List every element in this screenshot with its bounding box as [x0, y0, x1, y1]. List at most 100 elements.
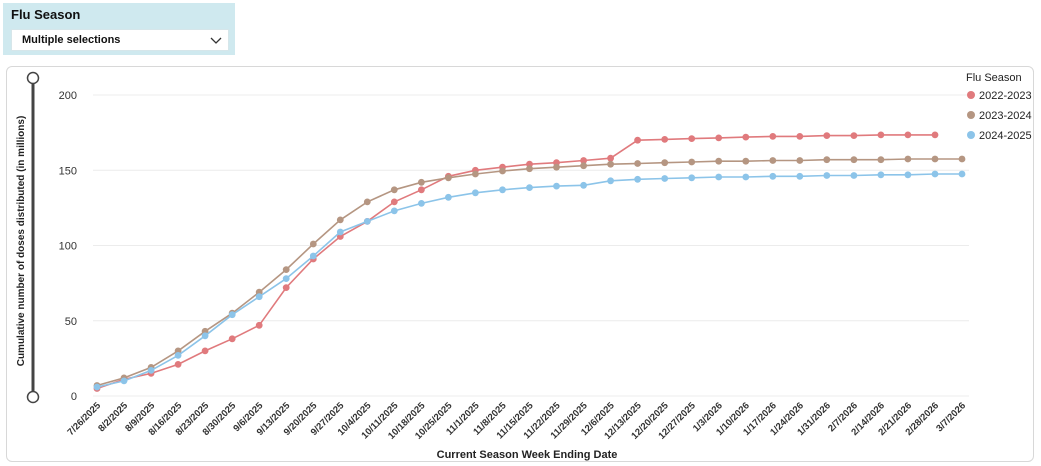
data-point	[418, 186, 425, 194]
data-point	[877, 131, 885, 139]
legend-marker	[967, 111, 975, 119]
legend-marker	[967, 131, 975, 139]
data-point	[445, 193, 452, 201]
data-point	[850, 172, 858, 179]
y-tick-label: 50	[65, 316, 77, 328]
data-point	[661, 136, 669, 143]
data-point	[499, 186, 506, 194]
data-point	[418, 178, 425, 186]
data-point	[661, 175, 669, 182]
data-point	[634, 160, 641, 167]
data-point	[904, 155, 912, 163]
data-point	[282, 275, 290, 282]
data-point	[120, 377, 128, 385]
data-point	[93, 383, 101, 391]
y-tick-label: 100	[59, 241, 77, 253]
data-point	[877, 171, 885, 179]
data-point	[904, 131, 912, 139]
y-tick-label: 0	[71, 391, 77, 403]
data-point	[255, 293, 263, 301]
data-point	[634, 136, 641, 144]
data-point	[228, 335, 236, 343]
data-point	[796, 157, 804, 164]
data-point	[580, 162, 587, 170]
data-point	[850, 156, 858, 164]
legend-marker	[967, 91, 975, 99]
data-point	[958, 155, 966, 163]
data-point	[931, 170, 939, 178]
data-point	[931, 155, 939, 163]
chart-card: 0 50 100 150 200 7/26/2025 8/2/2025 8/9/2025 8/1…	[6, 66, 1034, 462]
data-point	[688, 174, 696, 182]
data-point	[850, 132, 858, 139]
data-point	[607, 160, 614, 168]
data-point	[688, 135, 696, 142]
data-point	[174, 352, 182, 359]
legend-item-2024-2025[interactable]: 2024-2025	[979, 130, 1032, 142]
data-point	[607, 177, 614, 185]
data-point	[823, 156, 831, 164]
data-point	[282, 284, 290, 291]
data-point	[580, 157, 587, 164]
chevron-down-icon[interactable]	[208, 31, 224, 49]
data-point	[580, 181, 587, 189]
data-point	[390, 207, 398, 215]
x-tick-label: 3/7/2026	[934, 400, 968, 434]
y-tick-label: 150	[59, 165, 77, 177]
data-point	[769, 157, 777, 164]
series-line-2023-2024	[96, 158, 962, 387]
y-axis-label: Cumulative number of doses distributed (…	[16, 116, 27, 367]
data-point	[823, 132, 831, 139]
data-point	[418, 200, 425, 207]
data-point	[390, 198, 398, 206]
data-point	[445, 174, 452, 182]
legend-item-2023-2024[interactable]: 2023-2024	[979, 110, 1032, 122]
data-point	[309, 252, 317, 260]
data-point	[282, 266, 290, 273]
dropdown-selected-value: Multiple selections	[22, 34, 121, 46]
data-point	[769, 133, 777, 140]
data-point	[255, 321, 263, 329]
data-point	[174, 361, 182, 368]
data-point	[634, 175, 641, 183]
data-point	[688, 158, 696, 166]
data-point	[472, 189, 479, 197]
data-point	[715, 173, 723, 181]
data-point	[363, 218, 371, 225]
data-point	[472, 170, 479, 178]
x-tick-label: 7/26/2025	[65, 400, 103, 438]
data-point	[742, 133, 750, 141]
flu-season-dropdown[interactable]: Multiple selections	[11, 29, 229, 51]
data-point	[553, 182, 560, 190]
data-point	[390, 186, 398, 194]
y-range-slider-handle-bottom[interactable]	[26, 390, 40, 404]
data-point	[228, 311, 236, 319]
data-point	[201, 347, 209, 355]
data-point	[499, 167, 506, 175]
flu-season-slicer: Flu Season Multiple selections	[3, 3, 235, 55]
line-chart: 0501001502007/26/20258/2/20258/9/20258/1…	[16, 71, 1032, 461]
data-point	[363, 198, 371, 206]
data-point	[309, 240, 317, 248]
data-point	[553, 163, 560, 171]
data-point	[904, 171, 912, 179]
data-point	[769, 172, 777, 180]
slicer-title: Flu Season	[11, 7, 81, 22]
legend-item-2022-2023[interactable]: 2022-2023	[979, 90, 1032, 102]
data-point	[661, 159, 669, 167]
data-point	[336, 228, 344, 236]
data-point	[742, 157, 750, 165]
data-point	[796, 133, 804, 140]
y-range-slider-handle-top[interactable]	[26, 71, 40, 85]
data-point	[201, 332, 209, 340]
data-point	[931, 131, 939, 139]
data-point	[823, 172, 831, 179]
data-point	[526, 165, 533, 173]
data-point	[607, 154, 614, 162]
data-point	[336, 216, 344, 224]
data-point	[796, 172, 804, 180]
data-point	[715, 157, 723, 165]
data-point	[526, 184, 533, 191]
series-line-2024-2025	[96, 173, 962, 388]
data-point	[877, 156, 885, 164]
